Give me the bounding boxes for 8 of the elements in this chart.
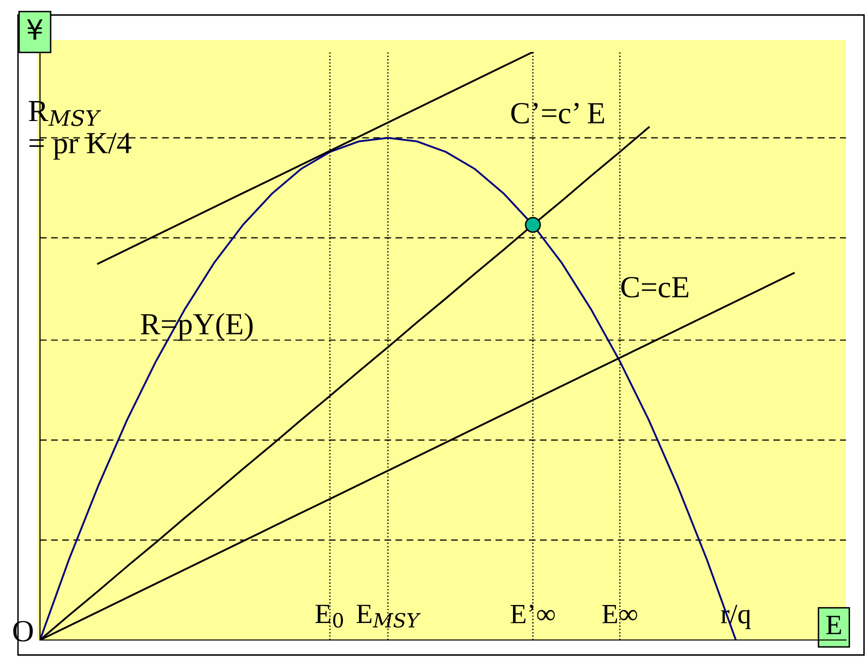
x-axis-title: E xyxy=(826,616,842,634)
x-tick-label: E∞ xyxy=(602,604,638,624)
x-tick-label: E$_{MSY}$ xyxy=(356,604,421,628)
x-tick-label: E’∞ xyxy=(510,604,555,624)
annotation: C=cE xyxy=(621,276,688,298)
y-axis-title: ¥ xyxy=(27,19,43,40)
x-tick-label: E$_{0}$ xyxy=(315,604,343,628)
annotation: C’=c’ E xyxy=(511,102,604,124)
